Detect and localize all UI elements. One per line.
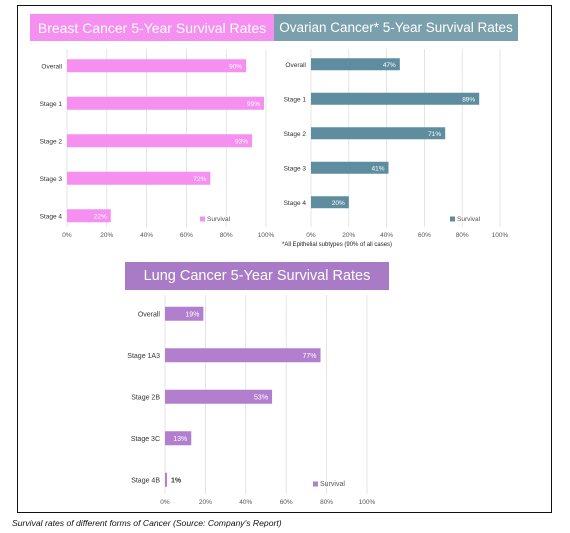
lung-cancer-chart-panel: Lung Cancer 5-Year Survival Rates 0% 20% 4… bbox=[125, 262, 389, 512]
category-label: Stage 4B bbox=[131, 477, 160, 484]
bar bbox=[165, 306, 204, 321]
data-label: 71% bbox=[428, 131, 441, 138]
category-label: Stage 3C bbox=[131, 436, 160, 443]
x-tick-label: 80% bbox=[320, 499, 333, 506]
data-label: 41% bbox=[371, 165, 384, 172]
ovarian-cancer-chart-panel: Ovarian Cancer* 5-Year Survival Rates 0%… bbox=[274, 14, 518, 252]
data-label: 53% bbox=[254, 394, 268, 401]
category-label: Stage 3 bbox=[40, 176, 63, 183]
data-label: 19% bbox=[185, 311, 199, 318]
category-label: Stage 1 bbox=[40, 101, 63, 108]
x-tick-label: 80% bbox=[220, 232, 233, 239]
breast-cancer-chart-panel: Breast Cancer 5-Year Survival Rates 0% 20… bbox=[30, 14, 274, 246]
bar bbox=[165, 431, 192, 446]
ovarian-cancer-bar-chart: 0% 20% 40% 60% 80% 100% Overall 47% Stage 1 89% St… bbox=[284, 49, 509, 239]
x-tick-label: 0% bbox=[62, 232, 72, 239]
legend-label: Survival bbox=[320, 481, 345, 488]
category-label: Stage 2B bbox=[131, 394, 160, 401]
data-label: 47% bbox=[383, 62, 396, 69]
x-tick-label: 60% bbox=[418, 232, 431, 239]
figure-frame bbox=[17, 5, 552, 513]
x-tick-label: 20% bbox=[100, 232, 113, 239]
bar bbox=[165, 348, 321, 363]
data-label: 99% bbox=[247, 101, 260, 108]
x-tick-label: 40% bbox=[239, 499, 252, 506]
legend-swatch bbox=[450, 216, 455, 222]
x-tick-label: 40% bbox=[140, 232, 153, 239]
legend-swatch bbox=[313, 481, 318, 487]
x-tick-label: 40% bbox=[380, 232, 393, 239]
x-tick-label: 20% bbox=[199, 499, 212, 506]
x-tick-label: 100% bbox=[492, 232, 509, 239]
legend-label: Survival bbox=[457, 216, 481, 223]
legend-swatch bbox=[200, 216, 205, 222]
category-label: Stage 4 bbox=[40, 213, 63, 220]
ovarian-footnote: *All Epithelial subtypes (90% of all cas… bbox=[282, 242, 393, 248]
category-label: Stage 1A3 bbox=[127, 353, 160, 360]
bar bbox=[311, 58, 400, 71]
x-tick-label: 100% bbox=[258, 232, 274, 239]
x-tick-label: 20% bbox=[342, 232, 355, 239]
breast-cancer-bar-chart: 0% 20% 40% 60% 80% 100% Overall 90% Stage 1 99% St… bbox=[40, 49, 274, 239]
x-tick-label: 60% bbox=[180, 232, 193, 239]
bar bbox=[67, 59, 247, 73]
x-tick-label: 60% bbox=[280, 499, 293, 506]
category-label: Stage 1 bbox=[284, 96, 307, 103]
data-label: 22% bbox=[94, 213, 107, 220]
data-label: 77% bbox=[303, 353, 317, 360]
data-label: 1% bbox=[171, 477, 182, 484]
data-label: 90% bbox=[229, 63, 242, 70]
figure-caption: Survival rates of different forms of Can… bbox=[12, 518, 282, 528]
lung-cancer-bar-chart: 0% 20% 40% 60% 80% 100% Overall 19% Stage 1A3 77%… bbox=[127, 295, 376, 506]
bar bbox=[311, 127, 446, 140]
x-tick-label: 100% bbox=[359, 499, 376, 506]
data-label: 13% bbox=[173, 436, 187, 443]
category-label: Stage 2 bbox=[40, 138, 63, 145]
data-label: 20% bbox=[332, 200, 345, 207]
bar bbox=[67, 134, 253, 148]
x-tick-label: 0% bbox=[160, 499, 170, 506]
category-label: Stage 2 bbox=[284, 131, 307, 138]
category-label: Overall bbox=[41, 63, 62, 70]
bar bbox=[311, 161, 389, 174]
bar bbox=[165, 472, 168, 487]
category-label: Overall bbox=[285, 62, 306, 69]
bar bbox=[311, 196, 349, 209]
legend-label: Survival bbox=[207, 216, 231, 223]
bar bbox=[67, 209, 111, 223]
bar bbox=[67, 96, 265, 110]
category-label: Overall bbox=[138, 311, 161, 318]
bar bbox=[165, 389, 273, 404]
data-label: 93% bbox=[235, 138, 248, 145]
category-label: Stage 4 bbox=[284, 200, 307, 207]
x-tick-label: 80% bbox=[456, 232, 469, 239]
x-tick-label: 0% bbox=[306, 232, 316, 239]
chart-title: Breast Cancer 5-Year Survival Rates bbox=[30, 14, 274, 41]
data-label: 72% bbox=[193, 176, 206, 183]
chart-title: Ovarian Cancer* 5-Year Survival Rates bbox=[274, 14, 518, 41]
data-label: 89% bbox=[462, 96, 475, 103]
category-label: Stage 3 bbox=[284, 165, 307, 172]
chart-title: Lung Cancer 5-Year Survival Rates bbox=[125, 262, 389, 290]
bar bbox=[67, 171, 211, 185]
bar bbox=[311, 92, 480, 105]
